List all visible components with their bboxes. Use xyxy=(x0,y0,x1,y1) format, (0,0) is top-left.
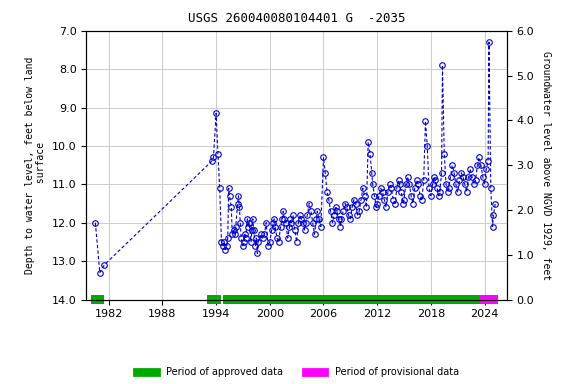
Title: USGS 260040080104401 G  -2035: USGS 260040080104401 G -2035 xyxy=(188,12,406,25)
Y-axis label: Groundwater level above NGVD 1929, feet: Groundwater level above NGVD 1929, feet xyxy=(541,51,551,280)
Y-axis label: Depth to water level, feet below land
 surface: Depth to water level, feet below land su… xyxy=(25,56,47,274)
Legend: Period of approved data, Period of provisional data: Period of approved data, Period of provi… xyxy=(130,364,463,381)
